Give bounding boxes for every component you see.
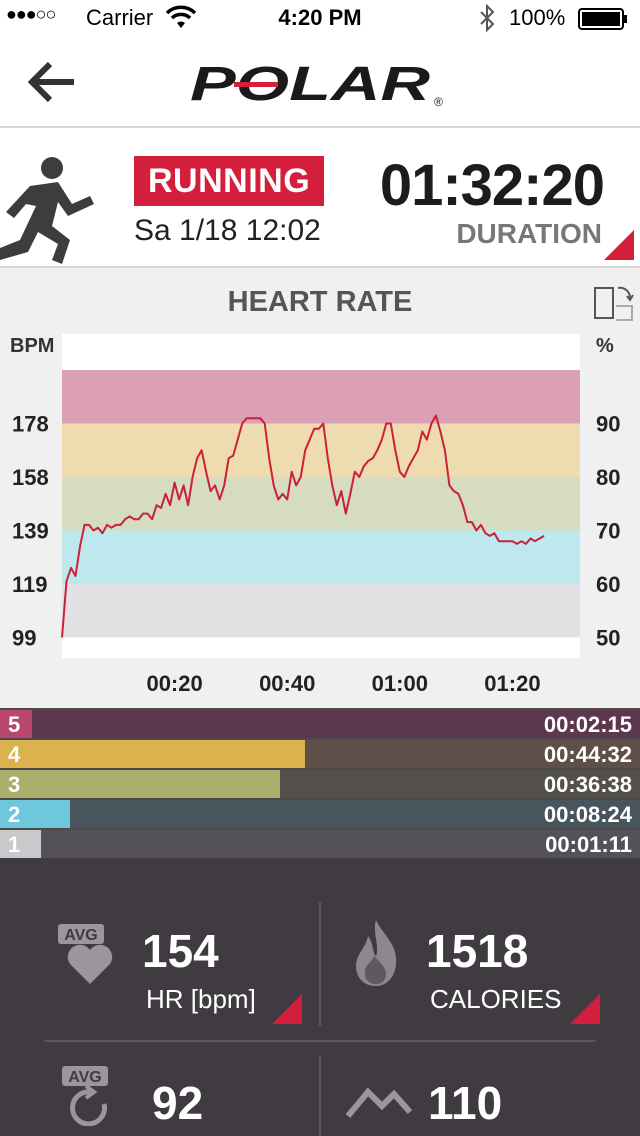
x-tick-label: 01:20: [484, 671, 540, 696]
bluetooth-icon: [480, 4, 495, 32]
zone-number: 3: [8, 772, 21, 797]
zone-time: 00:08:24: [543, 802, 632, 827]
workout-datetime: Sa 1/18 12:02: [134, 214, 321, 247]
duration-value: 01:32:20: [379, 153, 605, 218]
zone-number: 1: [8, 832, 21, 857]
zone-band-1: [62, 584, 580, 638]
zone-row-1: 1 00:01:11: [0, 830, 640, 858]
zone-band-3: [62, 477, 580, 531]
zone-bar-fill: [0, 770, 280, 798]
hr-details-corner-icon[interactable]: [272, 994, 302, 1024]
zone-number: 4: [8, 742, 21, 767]
mountain-icon: [346, 1087, 412, 1118]
right-tick-label: 60: [596, 572, 620, 597]
stats-divider: [319, 902, 321, 1026]
rotate-screen-icon[interactable]: [592, 282, 634, 324]
x-tick-label: 01:00: [372, 671, 428, 696]
zone-time: 00:02:15: [543, 712, 632, 737]
zone-band-5: [62, 370, 580, 424]
details-corner-icon[interactable]: [604, 230, 634, 260]
left-tick-label: 139: [12, 519, 49, 544]
zone-number: 5: [8, 712, 21, 737]
zone-number: 2: [8, 802, 21, 827]
carrier-label: Carrier: [86, 5, 154, 30]
svg-text:POLAR: POLAR: [190, 58, 430, 108]
left-tick-label: 99: [12, 626, 36, 651]
zone-bar-fill: [0, 800, 71, 828]
zone-band-2: [62, 530, 580, 584]
polar-logo: POLAR ®: [190, 58, 443, 108]
calories-label: CALORIES: [430, 984, 562, 1014]
zone-time: 00:44:32: [543, 742, 632, 767]
avg-hr-label: HR [bpm]: [146, 984, 256, 1014]
calories-details-corner-icon[interactable]: [570, 994, 600, 1024]
heart-rate-line: [61, 414, 545, 638]
zone-time: 00:36:38: [543, 772, 632, 797]
right-tick-label: 90: [596, 412, 620, 437]
left-axis-unit: BPM: [10, 335, 54, 357]
right-axis-unit: %: [596, 335, 614, 357]
zone-row-3: 3 00:36:38: [0, 770, 640, 798]
svg-text:AVG: AVG: [68, 1069, 101, 1086]
wifi-icon: [166, 5, 196, 28]
stats-panel: AVG 154 HR [bpm] 1518 CALORIES AVG 92 11…: [0, 858, 640, 1136]
right-tick-label: 70: [596, 519, 620, 544]
avg-cadence-value: 92: [152, 1077, 204, 1129]
zone-time: 00:01:11: [545, 832, 632, 857]
avg-hr-value: 154: [142, 925, 219, 977]
back-arrow-icon[interactable]: [26, 58, 78, 106]
flame-icon: [356, 920, 397, 986]
sport-badge: RUNNING: [134, 156, 325, 206]
clock: 4:20 PM: [278, 5, 362, 30]
heart-rate-zones: 5 00:02:15 4 00:44:32 3 00:36:38 2 00:08:24 1 00:…: [0, 708, 640, 858]
duration-label: DURATION: [456, 218, 602, 249]
left-tick-label: 158: [12, 465, 49, 490]
zone-bar-fill: [0, 710, 32, 738]
x-tick-label: 00:40: [259, 671, 315, 696]
ascent-value: 110: [428, 1077, 503, 1129]
left-tick-label: 178: [12, 412, 49, 437]
svg-text:®: ®: [434, 95, 443, 108]
heart-rate-section: BPM% 178 158 139 119 99 90 80 70 60 50 00:20 00:40 01…: [0, 268, 640, 708]
right-tick-label: 80: [596, 465, 620, 490]
left-tick-label: 119: [12, 572, 48, 597]
battery-percent: 100%: [509, 5, 566, 30]
battery-icon: [578, 8, 627, 30]
x-tick-label: 00:20: [146, 671, 202, 696]
avg-cadence-icon: AVG: [62, 1066, 108, 1126]
zone-bar-fill: [0, 740, 306, 768]
zone-bar-fill: [0, 830, 41, 858]
right-tick-label: 50: [596, 626, 620, 651]
zone-band-4: [62, 423, 580, 477]
running-icon: [0, 157, 94, 264]
avg-heart-icon: AVG: [58, 924, 113, 984]
zone-row-4: 4 00:44:32: [0, 740, 640, 768]
workout-summary: RUNNING Sa 1/18 12:02 01:32:20 DURATION: [0, 128, 640, 268]
svg-text:AVG: AVG: [64, 927, 97, 944]
status-bar: ●●●○○ Carrier 4:20 PM 100%: [0, 0, 640, 36]
signal-strength: ●●●○○: [6, 4, 56, 24]
heart-rate-title: HEART RATE: [227, 286, 413, 318]
zone-row-2: 2 00:08:24: [0, 800, 640, 828]
stats-divider: [44, 1040, 596, 1042]
heart-rate-chart: BPM % 178 158 139 119 99 90 80 70 60 50 00:20 00:40 01…: [10, 334, 620, 696]
nav-bar: POLAR ®: [0, 36, 640, 128]
stats-divider: [319, 1056, 321, 1136]
calories-value: 1518: [426, 925, 529, 977]
zone-row-5: 5 00:02:15: [0, 710, 640, 738]
